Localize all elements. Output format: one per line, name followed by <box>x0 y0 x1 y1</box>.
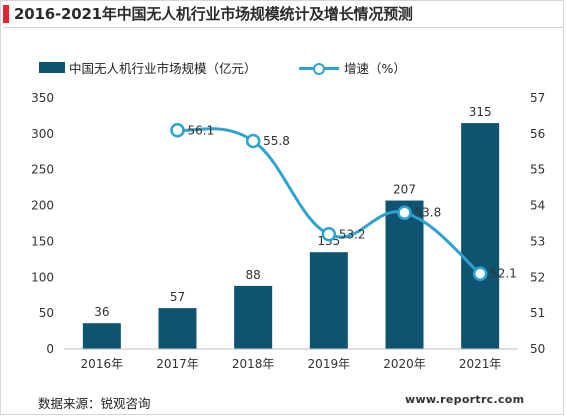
y-right-tick-label: 54 <box>530 199 545 213</box>
growth-line <box>177 127 482 275</box>
y-left-tick-label: 100 <box>31 270 54 284</box>
bar <box>158 308 197 349</box>
legend-label-market-size: 中国无人机行业市场规模（亿元） <box>69 61 257 76</box>
title-bar: 2016-2021年中国无人机行业市场规模统计及增长情况预测 <box>0 0 566 28</box>
chart-title: 2016-2021年中国无人机行业市场规模统计及增长情况预测 <box>14 5 413 23</box>
bar <box>82 323 121 349</box>
chart-legend: 中国无人机行业市场规模（亿元） 增速（%） <box>0 58 566 78</box>
growth-point <box>397 205 412 220</box>
x-tick-label: 2019年 <box>308 357 351 371</box>
y-right-tick-label: 56 <box>530 127 545 141</box>
y-right-tick-label: 51 <box>530 306 545 320</box>
bar <box>461 123 500 349</box>
y-right-tick-label: 55 <box>530 163 545 177</box>
growth-point <box>170 123 185 138</box>
legend-label-growth: 增速（%） <box>344 61 406 76</box>
x-tick-label: 2020年 <box>383 357 426 371</box>
y-right-tick-label: 57 <box>530 91 545 105</box>
y-left-tick-label: 0 <box>46 342 54 356</box>
y-left-tick-label: 200 <box>31 199 54 213</box>
growth-value-label: 56.1 <box>188 123 215 137</box>
growth-value-label: 53.8 <box>415 206 442 220</box>
bar <box>385 200 424 349</box>
y-right-tick-label: 52 <box>530 270 545 284</box>
x-tick-label: 2016年 <box>81 357 124 371</box>
data-source-note: 数据来源：锐观咨询 <box>38 396 151 411</box>
y-left-tick-label: 150 <box>31 234 54 248</box>
bar <box>234 285 273 349</box>
y-left-tick-label: 350 <box>31 91 54 105</box>
x-tick-label: 2017年 <box>156 357 199 371</box>
growth-point <box>472 266 488 281</box>
bar-value-label: 36 <box>94 305 109 319</box>
growth-value-label: 53.2 <box>339 227 366 241</box>
bar-value-label: 57 <box>170 290 185 304</box>
watermark: www.reportrc.com <box>405 393 525 406</box>
y-left-tick-label: 300 <box>31 127 54 141</box>
growth-point <box>321 227 337 242</box>
legend-item-market-size: 中国无人机行业市场规模（亿元） <box>39 58 257 77</box>
growth-value-label: 55.8 <box>263 134 290 148</box>
y-left-tick-label: 50 <box>39 306 54 320</box>
growth-value-label: 52.1 <box>490 267 517 281</box>
growth-point <box>245 133 261 149</box>
y-left-tick-label: 250 <box>31 163 54 177</box>
x-tick-label: 2018年 <box>232 357 275 371</box>
x-tick-label: 2021年 <box>459 357 502 371</box>
y-right-tick-label: 53 <box>530 234 545 248</box>
y-right-tick-label: 50 <box>530 342 545 356</box>
legend-bar-swatch <box>39 62 65 73</box>
legend-line-swatch <box>299 62 339 75</box>
bar-value-label: 315 <box>469 105 492 119</box>
bar-value-label: 88 <box>246 268 261 282</box>
bar-value-label: 207 <box>393 183 416 197</box>
bar <box>309 252 348 349</box>
legend-item-growth: 增速（%） <box>299 58 406 77</box>
title-accent-bar <box>3 5 9 23</box>
title-divider <box>3 27 563 28</box>
